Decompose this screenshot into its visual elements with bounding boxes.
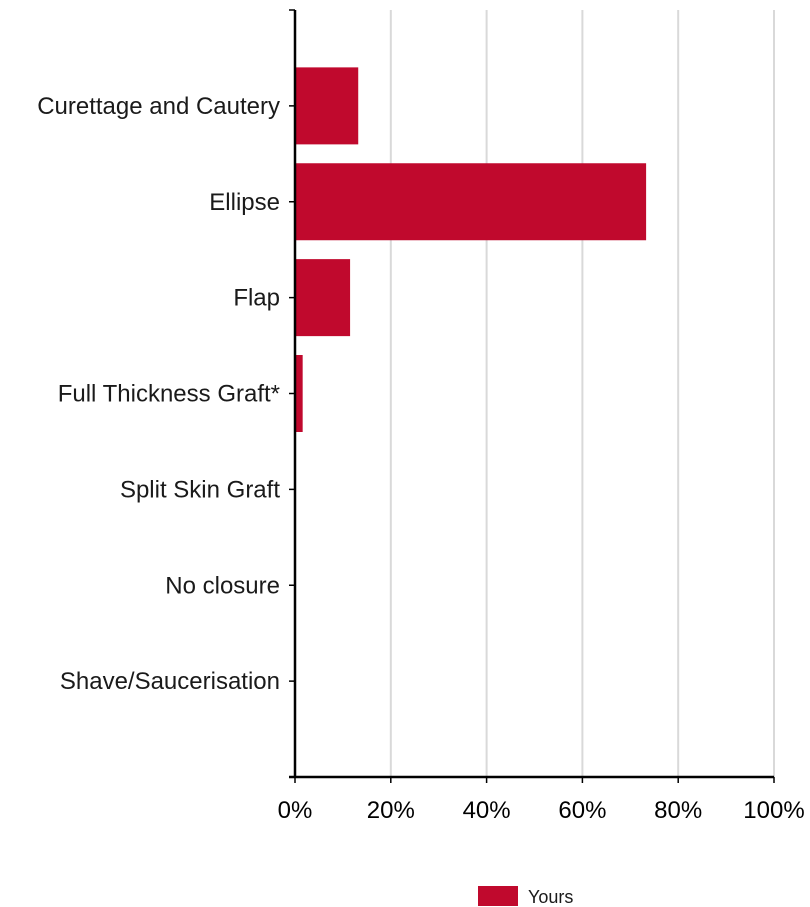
- category-label: Shave/Saucerisation: [60, 668, 280, 695]
- category-label: Full Thickness Graft*: [58, 381, 280, 408]
- x-tick-label: 20%: [367, 797, 415, 824]
- axes: [289, 9, 775, 783]
- bar: [295, 355, 303, 432]
- x-tick-label: 100%: [743, 797, 804, 824]
- legend-swatch: [478, 886, 518, 906]
- x-tick-label: 40%: [463, 797, 511, 824]
- bars: [295, 67, 647, 432]
- x-tick-label: 60%: [558, 797, 606, 824]
- category-label: Ellipse: [209, 189, 280, 216]
- legend-label: Yours: [528, 887, 573, 907]
- bar: [295, 259, 351, 337]
- legend: Yours: [478, 886, 573, 907]
- category-label: No closure: [165, 572, 280, 599]
- bar: [295, 163, 647, 241]
- category-label: Flap: [233, 285, 280, 312]
- x-tick-label: 80%: [654, 797, 702, 824]
- category-labels: Curettage and Cautery Ellipse Flap Full Thi…: [37, 93, 280, 695]
- bar: [295, 67, 359, 145]
- x-tick-label: 0%: [278, 797, 313, 824]
- category-label: Split Skin Graft: [120, 476, 280, 503]
- grid-lines: [389, 10, 775, 777]
- category-label: Curettage and Cautery: [37, 93, 280, 120]
- x-tick-labels: 0% 20% 40% 60% 80% 100%: [278, 797, 805, 824]
